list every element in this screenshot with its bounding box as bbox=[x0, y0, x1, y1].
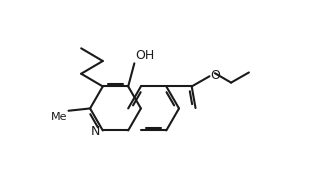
Text: O: O bbox=[210, 69, 220, 82]
Text: N: N bbox=[91, 125, 100, 138]
Text: Me: Me bbox=[51, 112, 67, 122]
Text: OH: OH bbox=[135, 49, 155, 62]
